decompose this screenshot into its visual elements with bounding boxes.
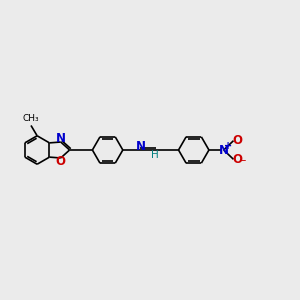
Text: H: H xyxy=(151,150,158,161)
Text: O: O xyxy=(232,153,242,166)
Text: N: N xyxy=(56,132,66,145)
Text: O: O xyxy=(56,155,66,168)
Text: N: N xyxy=(219,143,229,157)
Text: CH₃: CH₃ xyxy=(23,113,39,122)
Text: N: N xyxy=(136,140,146,153)
Text: +: + xyxy=(224,141,232,151)
Text: O: O xyxy=(232,134,242,147)
Text: ⁻: ⁻ xyxy=(239,157,246,170)
